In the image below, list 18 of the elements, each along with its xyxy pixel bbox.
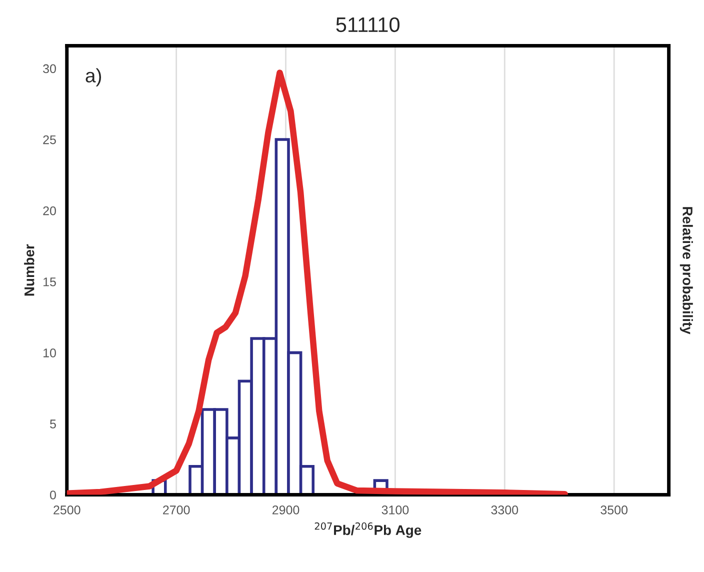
- y-tick-label: 0: [50, 490, 56, 500]
- x-tick-label: 2500: [54, 506, 80, 514]
- y2-axis-title: Relative probability: [680, 207, 693, 334]
- x-tick-label: 3300: [491, 506, 518, 514]
- chart-title: 511110: [336, 17, 400, 32]
- x-tick-label: 2900: [272, 506, 300, 514]
- x-tick-label: 2700: [163, 506, 190, 514]
- y-tick-label: 20: [43, 206, 56, 216]
- x-tick-label: 3500: [600, 506, 628, 514]
- y-tick-label: 30: [43, 64, 56, 74]
- y-axis-title: Number: [24, 244, 34, 296]
- y-tick-label: 15: [44, 278, 56, 286]
- x-tick-label: 3100: [382, 506, 409, 514]
- y-tick-label: 25: [43, 135, 56, 144]
- y-tick-label: 10: [44, 348, 56, 358]
- annotation: a): [86, 68, 102, 86]
- y-tick-label: 5: [50, 420, 56, 428]
- x-axis-title: $^{207}$Pb/$^{206}$Pb Age: [314, 522, 422, 538]
